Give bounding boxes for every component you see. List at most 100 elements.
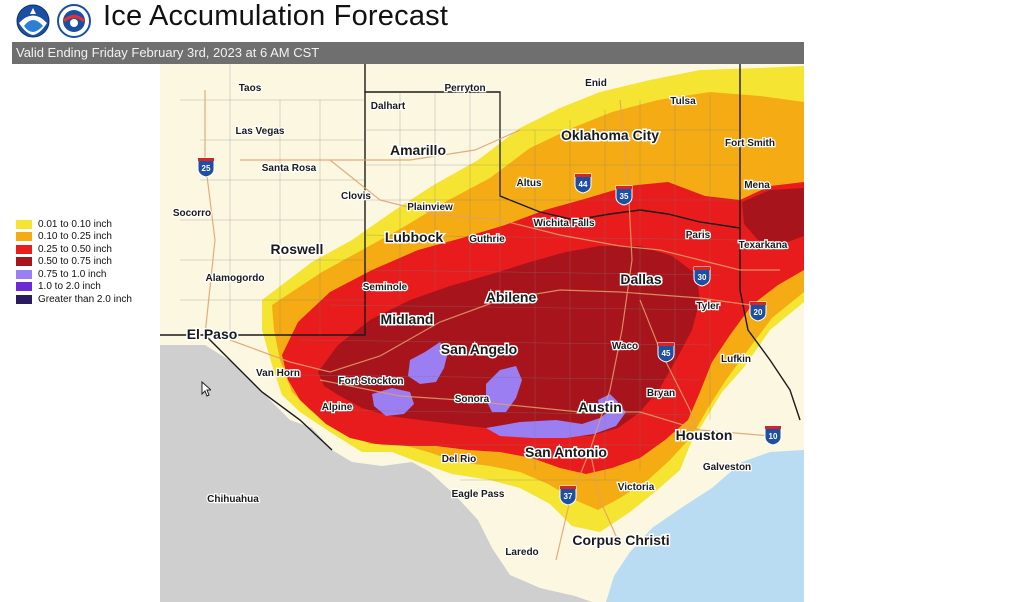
legend-entry: 1.0 to 2.0 inch (16, 281, 132, 294)
city-label: Abilene (486, 289, 537, 305)
legend-label: 1.0 to 2.0 inch (38, 281, 101, 293)
interstate-number: 20 (754, 308, 763, 317)
interstate-shield-icon: 25 (197, 157, 215, 178)
mexico-region (160, 345, 592, 602)
city-label: Paris (686, 230, 711, 241)
city-label: Socorro (173, 208, 211, 219)
city-label: Lubbock (385, 229, 444, 245)
city-label: Bryan (647, 388, 675, 399)
city-label: Corpus Christi (572, 532, 669, 548)
nws-logo (57, 4, 91, 38)
interstate-number: 45 (662, 349, 671, 358)
city-label: Altus (517, 178, 542, 189)
ice-band-0.75-1.0-austin (598, 394, 618, 412)
city-label: Van Horn (256, 368, 300, 379)
city-label: Oklahoma City (561, 127, 659, 143)
city-label: Enid (585, 78, 607, 89)
legend-swatch (16, 294, 32, 304)
legend-entry: 0.75 to 1.0 inch (16, 268, 132, 281)
city-label: Roswell (271, 241, 324, 257)
interstate-shield-icon: 10 (764, 425, 782, 446)
interstate-shield-icon: 44 (574, 173, 592, 194)
city-label: San Antonio (525, 444, 607, 460)
legend-label: 0.01 to 0.10 inch (38, 218, 112, 230)
noaa-logo (16, 4, 50, 38)
city-label: Austin (578, 399, 622, 415)
legend-swatch (16, 219, 32, 229)
ice-legend: 0.01 to 0.10 inch 0.10 to 0.25 inch 0.25… (16, 218, 132, 306)
ice-band-0.50-0.75-ne (742, 188, 804, 244)
legend-label: 0.75 to 1.0 inch (38, 268, 107, 280)
legend-entry: 0.01 to 0.10 inch (16, 218, 132, 231)
city-label: El Paso (187, 326, 238, 342)
interstate-shield-icon: 30 (693, 266, 711, 287)
city-label: Waco (612, 341, 638, 352)
city-label: Perryton (444, 83, 485, 94)
valid-time-banner: Valid Ending Friday February 3rd, 2023 a… (12, 42, 804, 64)
valid-time-text: Valid Ending Friday February 3rd, 2023 a… (16, 45, 320, 60)
city-label: Fort Stockton (339, 376, 404, 387)
interstate-number: 37 (564, 492, 573, 501)
city-labels: Taos Perryton Enid Dalhart Tulsa Las Vegas Okl… (172, 77, 789, 559)
page-title: Ice Accumulation Forecast (103, 0, 449, 32)
city-label: Mena (744, 180, 770, 191)
city-label: Chihuahua (207, 494, 259, 505)
interstate-number: 25 (202, 164, 211, 173)
city-label: Fort Smith (725, 138, 775, 149)
city-label: Clovis (341, 191, 371, 202)
agency-logos (16, 4, 96, 38)
legend-entry: 0.10 to 0.25 inch (16, 231, 132, 244)
city-label: Seminole (363, 282, 408, 293)
ice-band-0.75-1.0-hillcountry (486, 404, 626, 438)
legend-entry: 0.25 to 0.50 inch (16, 243, 132, 256)
legend-swatch (16, 269, 32, 279)
city-label: Alpine (322, 402, 353, 413)
city-label: Tyler (696, 301, 719, 312)
city-label: Texarkana (739, 240, 788, 251)
city-label: Alamogordo (206, 273, 265, 284)
city-label: Eagle Pass (452, 489, 505, 500)
city-label: Dallas (620, 271, 661, 287)
city-label: Las Vegas (236, 126, 285, 137)
city-label: Guthrie (469, 234, 505, 245)
city-label: Dalhart (371, 101, 406, 112)
city-label: San Angelo (441, 341, 518, 357)
legend-entry: Greater than 2.0 inch (16, 293, 132, 306)
city-label: Houston (676, 427, 733, 443)
county-lines (180, 64, 741, 481)
interstate-shield-icon: 45 (657, 342, 675, 363)
city-label: Laredo (505, 547, 538, 558)
state-borders (160, 64, 801, 451)
city-label: Wichita Falls (533, 218, 594, 229)
interstate-shield-icon: 20 (749, 301, 767, 322)
ice-band-0.75-1.0-sanangelo (408, 342, 448, 384)
legend-label: Greater than 2.0 inch (38, 293, 132, 305)
gulf-water (606, 450, 804, 602)
legend-swatch (16, 257, 32, 267)
mouse-cursor-icon (201, 381, 211, 397)
interstate-shield-icon: 35 (615, 185, 633, 206)
legend-label: 0.25 to 0.50 inch (38, 243, 112, 255)
interstate-number: 35 (620, 192, 629, 201)
legend-label: 0.10 to 0.25 inch (38, 231, 112, 243)
city-label: Taos (239, 83, 262, 94)
city-label: Santa Rosa (262, 163, 317, 174)
ice-band-0.50-0.75 (318, 246, 700, 436)
legend-label: 0.50 to 0.75 inch (38, 256, 112, 268)
interstate-number: 10 (769, 432, 778, 441)
city-label: Galveston (703, 462, 751, 473)
legend-swatch (16, 232, 32, 242)
forecast-map[interactable]: Taos Perryton Enid Dalhart Tulsa Las Vegas Okl… (160, 64, 804, 602)
city-label: Del Rio (442, 454, 476, 465)
legend-swatch (16, 244, 32, 254)
city-label: Plainview (407, 202, 453, 213)
interstate-shield-icon: 37 (559, 485, 577, 506)
interstate-number: 30 (698, 273, 707, 282)
interstate-shields: 25 44 35 30 20 45 10 37 (197, 157, 782, 506)
city-label: Midland (381, 311, 434, 327)
legend-entry: 0.50 to 0.75 inch (16, 256, 132, 269)
ice-band-0.75-1.0-ftstockton (372, 388, 414, 416)
city-label: Tulsa (670, 96, 696, 107)
city-label: Lufkin (721, 354, 751, 365)
city-label: Amarillo (390, 142, 446, 158)
